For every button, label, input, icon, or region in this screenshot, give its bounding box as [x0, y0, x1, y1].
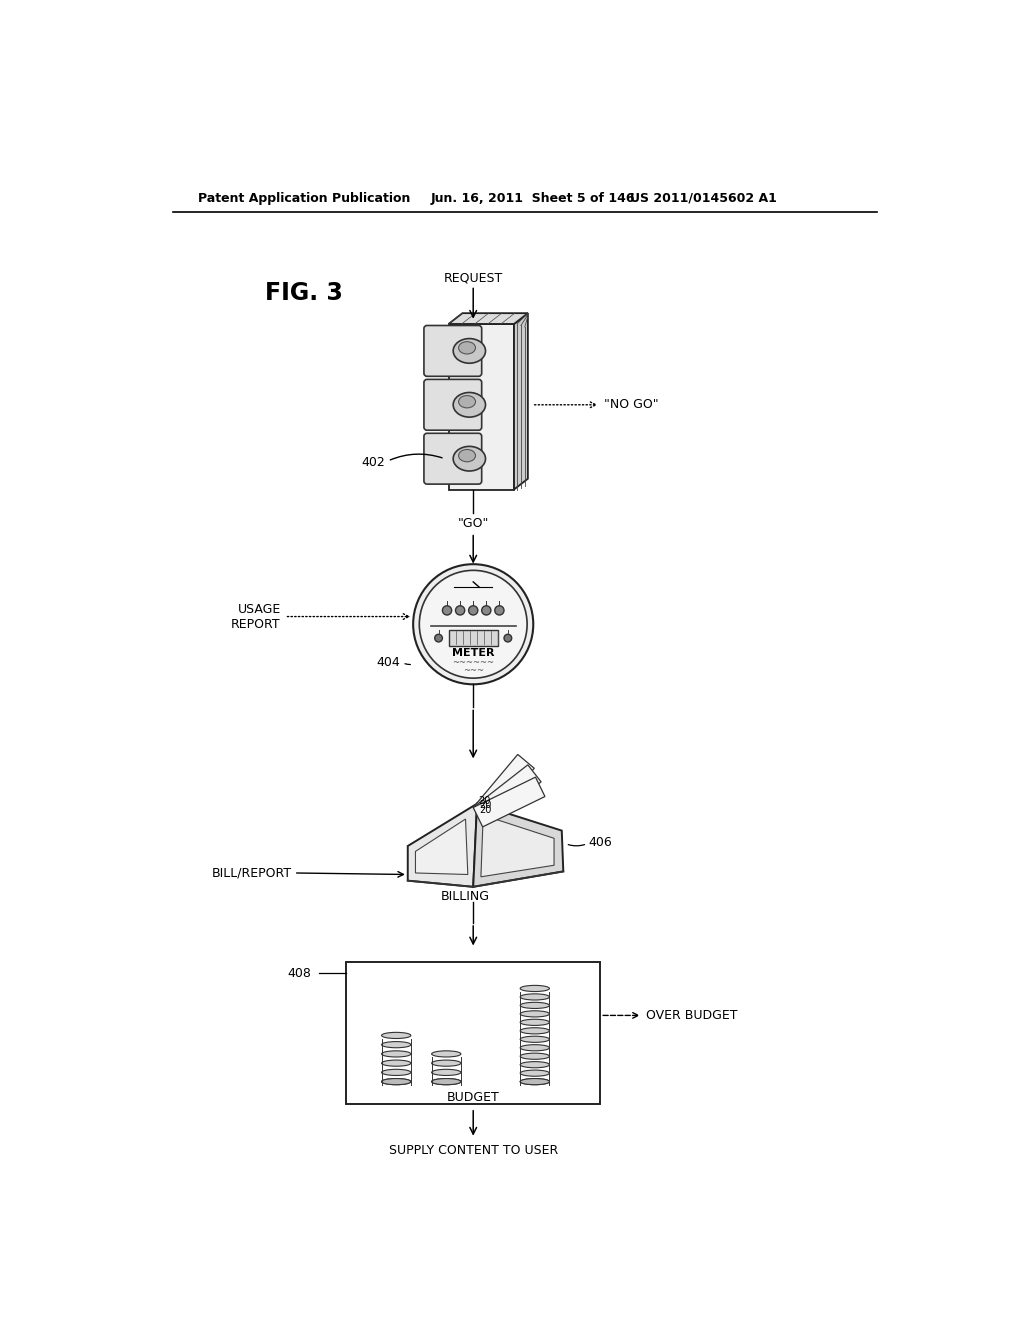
Text: Patent Application Publication: Patent Application Publication: [198, 191, 410, 205]
Ellipse shape: [454, 338, 485, 363]
Text: 20: 20: [479, 800, 492, 810]
Ellipse shape: [413, 564, 534, 684]
Ellipse shape: [459, 450, 475, 462]
Text: REQUEST: REQUEST: [443, 271, 503, 284]
Polygon shape: [416, 818, 468, 874]
Text: 20: 20: [478, 796, 492, 807]
Ellipse shape: [520, 1019, 550, 1026]
Ellipse shape: [382, 1078, 411, 1085]
Ellipse shape: [520, 1061, 550, 1068]
Ellipse shape: [454, 446, 485, 471]
Ellipse shape: [435, 635, 442, 642]
Ellipse shape: [459, 396, 475, 408]
Polygon shape: [473, 755, 535, 821]
Ellipse shape: [520, 1078, 550, 1085]
Bar: [346, 961, 600, 1104]
Text: BILL/REPORT: BILL/REPORT: [212, 866, 292, 879]
Ellipse shape: [520, 1002, 550, 1008]
Ellipse shape: [432, 1078, 461, 1085]
Text: OVER BUDGET: OVER BUDGET: [646, 1008, 738, 1022]
Text: ~~~~~~: ~~~~~~: [453, 659, 495, 667]
Polygon shape: [514, 313, 528, 490]
Ellipse shape: [432, 1078, 461, 1085]
Ellipse shape: [382, 1032, 411, 1039]
Ellipse shape: [495, 606, 504, 615]
Text: "NO GO": "NO GO": [604, 399, 658, 412]
FancyBboxPatch shape: [424, 326, 481, 376]
Ellipse shape: [520, 1011, 550, 1016]
Polygon shape: [449, 313, 528, 323]
Ellipse shape: [432, 1069, 461, 1076]
Ellipse shape: [469, 606, 478, 615]
Ellipse shape: [382, 1060, 411, 1067]
Text: 404: 404: [376, 656, 400, 669]
Text: 20: 20: [479, 805, 492, 814]
Ellipse shape: [382, 1051, 411, 1057]
Polygon shape: [408, 804, 477, 887]
Ellipse shape: [520, 994, 550, 1001]
Ellipse shape: [382, 1041, 411, 1048]
Text: "GO": "GO": [458, 517, 488, 529]
Ellipse shape: [382, 1078, 411, 1085]
Ellipse shape: [520, 1053, 550, 1059]
Ellipse shape: [419, 570, 527, 678]
Ellipse shape: [504, 635, 512, 642]
Text: 408: 408: [288, 966, 311, 979]
Ellipse shape: [520, 1036, 550, 1043]
Bar: [449, 323, 514, 490]
Ellipse shape: [442, 606, 452, 615]
Ellipse shape: [459, 342, 475, 354]
Ellipse shape: [454, 392, 485, 417]
Text: 402: 402: [360, 455, 385, 469]
Ellipse shape: [456, 606, 465, 615]
Polygon shape: [473, 764, 541, 825]
Ellipse shape: [520, 1028, 550, 1034]
Text: FIG. 3: FIG. 3: [265, 281, 343, 305]
Text: USAGE
REPORT: USAGE REPORT: [231, 602, 281, 631]
Text: SUPPLY CONTENT TO USER: SUPPLY CONTENT TO USER: [388, 1143, 558, 1156]
Ellipse shape: [520, 1078, 550, 1085]
Ellipse shape: [481, 606, 490, 615]
Text: BILLING: BILLING: [441, 890, 490, 903]
FancyBboxPatch shape: [424, 379, 481, 430]
Text: ~~~: ~~~: [463, 667, 483, 675]
Text: METER: METER: [452, 648, 495, 657]
Polygon shape: [473, 804, 563, 887]
Ellipse shape: [520, 985, 550, 991]
Text: 406: 406: [589, 836, 612, 849]
Ellipse shape: [382, 1069, 411, 1076]
Ellipse shape: [520, 1071, 550, 1076]
Ellipse shape: [432, 1051, 461, 1057]
Polygon shape: [473, 777, 545, 826]
Ellipse shape: [432, 1060, 461, 1067]
Bar: [449, 631, 498, 645]
Text: Jun. 16, 2011  Sheet 5 of 146: Jun. 16, 2011 Sheet 5 of 146: [431, 191, 635, 205]
FancyBboxPatch shape: [424, 433, 481, 484]
Text: US 2011/0145602 A1: US 2011/0145602 A1: [630, 191, 776, 205]
Ellipse shape: [520, 1044, 550, 1051]
Polygon shape: [481, 816, 554, 876]
Text: BUDGET: BUDGET: [446, 1092, 500, 1105]
